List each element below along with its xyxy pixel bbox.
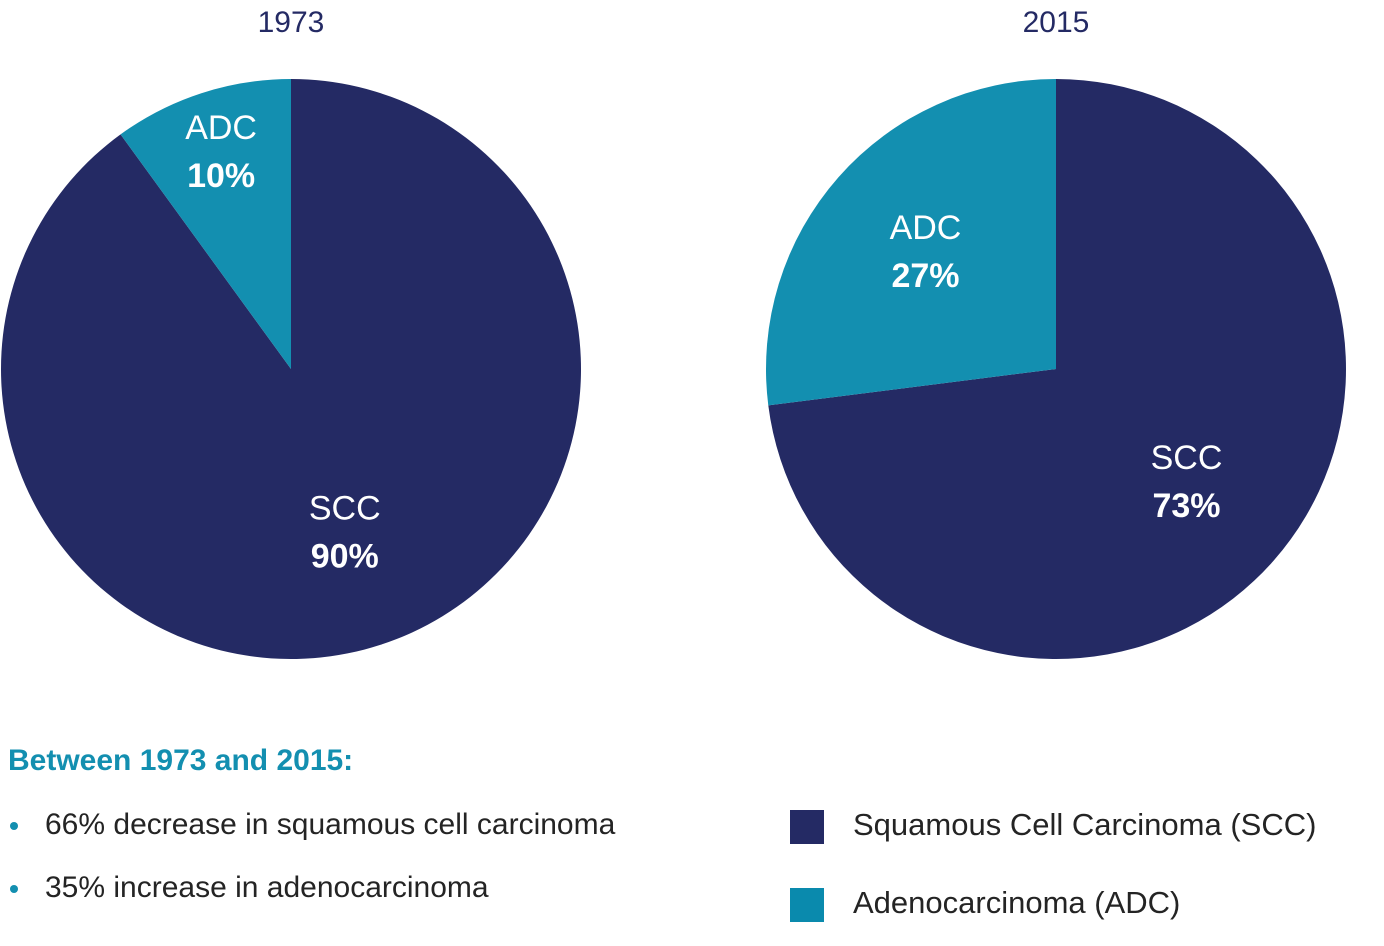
pie-slice: [768, 79, 1346, 659]
legend-swatch: [790, 810, 824, 844]
slice-value-label: 10%: [187, 157, 255, 195]
pie-slice: [766, 79, 1056, 406]
notes-heading: Between 1973 and 2015:: [8, 744, 353, 777]
slice-category: ADC: [185, 109, 257, 147]
slice-category: SCC: [1151, 439, 1223, 477]
slice-category: SCC: [309, 489, 381, 527]
slice-category: ADC: [890, 209, 962, 247]
bullet-dot: [10, 822, 18, 830]
slice-value-label: 27%: [891, 257, 959, 295]
pie-slice: [120, 79, 292, 369]
note-bullet: 66% decrease in squamous cell carcinoma: [45, 808, 616, 841]
chart-title: 2015: [1023, 6, 1090, 39]
slice-value-label: 73%: [1152, 487, 1220, 525]
bullet-dot: [10, 885, 18, 893]
note-bullet: 35% increase in adenocarcinoma: [45, 871, 489, 904]
pie-slice: [0, 79, 582, 659]
legend-label: Adenocarcinoma (ADC): [853, 885, 1180, 920]
legend-label: Squamous Cell Carcinoma (SCC): [853, 807, 1316, 842]
slice-value-label: 90%: [311, 537, 379, 575]
legend-swatch: [790, 888, 824, 922]
chart-title: 1973: [258, 6, 325, 39]
